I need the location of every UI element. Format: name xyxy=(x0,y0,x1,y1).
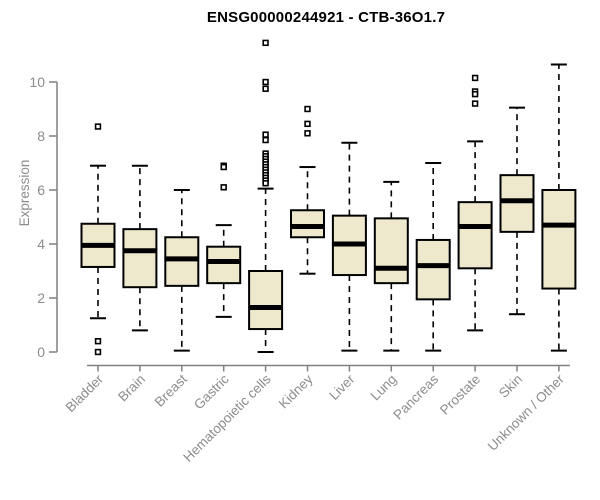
y-tick-label: 8 xyxy=(37,128,45,144)
outlier-point xyxy=(471,90,479,98)
y-axis-label: Expression xyxy=(17,160,32,227)
outlier-point xyxy=(262,78,269,86)
box-iqr xyxy=(290,209,325,239)
outlier-point xyxy=(304,120,311,128)
boxplot-bladder xyxy=(80,123,116,356)
outlier-point xyxy=(471,100,479,107)
y-tick-label: 10 xyxy=(29,74,45,90)
boxplot-brain xyxy=(122,164,158,332)
boxplot-gastric xyxy=(206,162,242,318)
x-tick-label-unknown-other: Unknown / Other xyxy=(485,371,568,454)
box-iqr xyxy=(164,236,200,287)
box-iqr xyxy=(499,174,535,233)
outlier-point xyxy=(94,337,102,345)
x-tick-label-liver: Liver xyxy=(326,371,358,403)
box-iqr xyxy=(248,270,284,331)
box-iqr xyxy=(457,201,493,270)
box-iqr xyxy=(541,189,577,290)
x-tick-label-bladder: Bladder xyxy=(63,371,107,415)
x-tick-label-skin: Skin xyxy=(496,372,525,401)
outlier-point xyxy=(220,184,227,191)
y-tick-label: 4 xyxy=(37,236,45,252)
y-tick-label: 2 xyxy=(37,290,45,306)
boxplot-unknown-other xyxy=(541,63,577,352)
box-iqr xyxy=(206,245,242,285)
outlier-point xyxy=(220,163,227,171)
boxplot-liver xyxy=(331,141,367,352)
outlier-point xyxy=(262,39,269,47)
outlier-point xyxy=(262,180,269,187)
boxplot-skin xyxy=(499,106,535,316)
outlier-point xyxy=(262,136,269,144)
outlier-point xyxy=(262,131,269,138)
x-tick-label-lung: Lung xyxy=(368,372,400,404)
box-iqr xyxy=(373,217,409,285)
boxplot-lung xyxy=(373,180,409,352)
y-tick-label: 0 xyxy=(37,344,45,360)
x-tick-label-kidney: Kidney xyxy=(276,371,316,411)
outlier-point xyxy=(304,105,311,113)
x-tick-label-breast: Breast xyxy=(152,371,190,409)
box-iqr xyxy=(415,238,451,301)
outlier-point xyxy=(262,85,269,92)
x-tick-label-pancreas: Pancreas xyxy=(390,371,441,422)
box-iqr xyxy=(122,228,158,289)
boxplot-prostate xyxy=(457,74,493,332)
y-tick-label: 6 xyxy=(37,182,45,198)
x-tick-label-gastric: Gastric xyxy=(191,371,232,412)
chart-title: ENSG00000244921 - CTB-36O1.7 xyxy=(206,9,446,26)
boxplot-pancreas xyxy=(415,162,451,352)
x-tick-label-prostate: Prostate xyxy=(437,372,483,418)
outlier-point xyxy=(471,74,479,82)
x-tick-label-brain: Brain xyxy=(115,372,148,405)
outlier-point xyxy=(94,123,102,130)
boxplot-breast xyxy=(164,189,200,352)
boxplot-series xyxy=(80,39,577,356)
outlier-point xyxy=(304,130,311,137)
outlier-point xyxy=(94,348,102,356)
boxplot-kidney xyxy=(290,105,325,275)
boxplot-hematopoietic-cells xyxy=(248,39,284,353)
